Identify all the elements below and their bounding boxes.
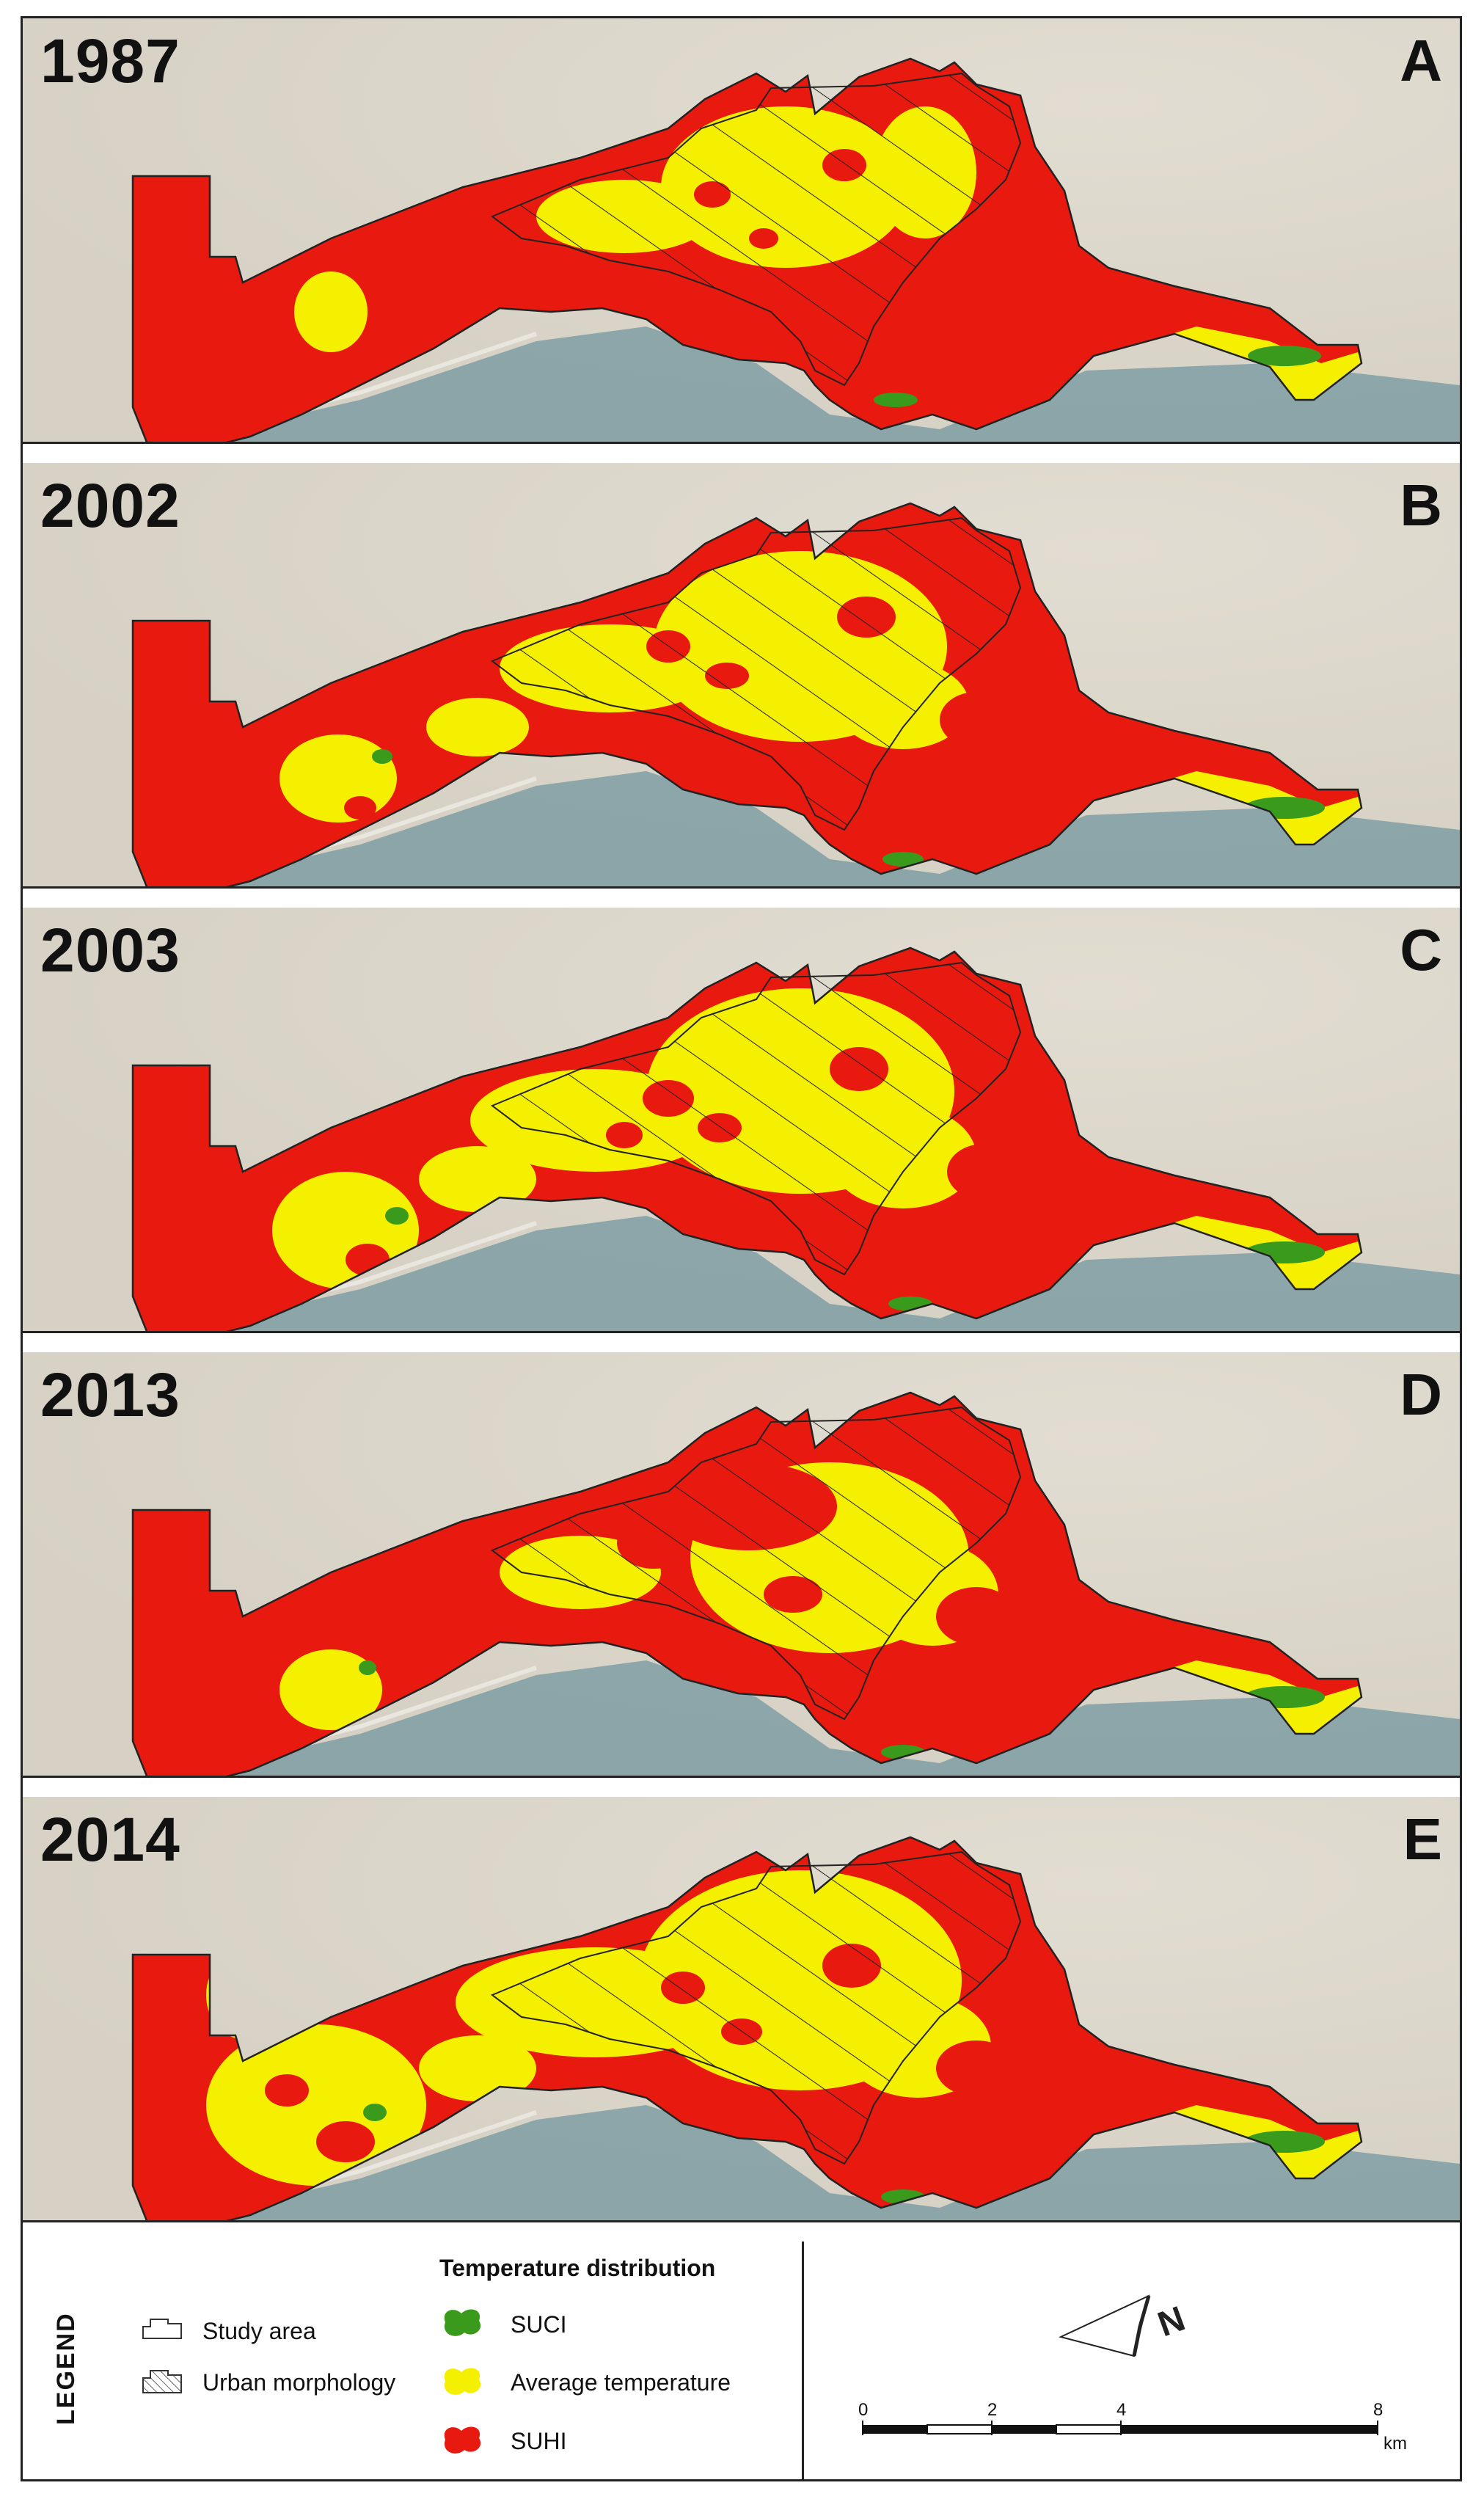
coastal-strip bbox=[1123, 327, 1361, 400]
map-svg bbox=[23, 1797, 1460, 2220]
suci-patch bbox=[385, 1207, 409, 1225]
scale-tick-4: 4 bbox=[1116, 2400, 1127, 2420]
legend-panel: LEGEND Study area Urban morphology Tempe… bbox=[23, 2242, 804, 2479]
panel-letter: C bbox=[1400, 917, 1442, 982]
urban-morphology-area bbox=[491, 72, 1022, 387]
study-area-outline bbox=[131, 502, 1363, 886]
suci-patch bbox=[372, 749, 392, 764]
suhi-patch bbox=[947, 1144, 1020, 1200]
urban-morphology-area bbox=[491, 1850, 1022, 2165]
legend-urban-morphology-label: Urban morphology bbox=[202, 2369, 396, 2396]
panel-year: 2002 bbox=[40, 471, 180, 540]
urban-morphology-area bbox=[491, 961, 1022, 1276]
scale-bar bbox=[862, 2421, 1378, 2435]
sea bbox=[179, 327, 1460, 442]
suhi-patch bbox=[936, 1587, 1017, 1646]
panel-year: 2013 bbox=[40, 1360, 180, 1429]
suhi-patch bbox=[344, 796, 376, 820]
average-temperature-zone bbox=[279, 1649, 382, 1730]
map-svg bbox=[23, 463, 1460, 886]
study-area-outline bbox=[131, 947, 1363, 1331]
map-panel-d: 2013 D bbox=[23, 1352, 1460, 1778]
map-panel-c: 2003 C bbox=[23, 908, 1460, 1333]
map-svg bbox=[23, 1352, 1460, 1776]
sea bbox=[179, 1216, 1460, 1331]
legend-suhi-label: SUHI bbox=[511, 2428, 567, 2454]
map-svg bbox=[23, 18, 1460, 442]
legend-study-area-label: Study area bbox=[202, 2318, 316, 2344]
map-svg bbox=[23, 908, 1460, 1331]
coastal-strip bbox=[1123, 1660, 1361, 1734]
suci-patch bbox=[874, 393, 918, 407]
map-panel-b: 2002 B bbox=[23, 463, 1460, 889]
scale-tick-8: 8 bbox=[1373, 2400, 1384, 2420]
average-temperature-symbol bbox=[444, 2368, 481, 2395]
panel-year: 1987 bbox=[40, 26, 180, 95]
north-label: N bbox=[1153, 2299, 1191, 2345]
suci-patch bbox=[1248, 346, 1321, 366]
panel-letter: D bbox=[1400, 1362, 1442, 1427]
urban-morphology-symbol bbox=[142, 2370, 182, 2393]
scale-unit: km bbox=[1384, 2434, 1407, 2454]
coastal-strip bbox=[1123, 2105, 1361, 2178]
panel-year: 2003 bbox=[40, 916, 180, 985]
suhi-patch bbox=[936, 2040, 1017, 2096]
suhi-symbol bbox=[444, 2426, 481, 2454]
suhi-patch bbox=[316, 2121, 375, 2162]
panel-year: 2014 bbox=[40, 1805, 180, 1874]
suci-symbol bbox=[444, 2309, 481, 2336]
study-area-outline bbox=[131, 1391, 1363, 1776]
average-temperature-zone bbox=[419, 2035, 536, 2101]
coastal-strip bbox=[1123, 771, 1361, 845]
panel-letter: E bbox=[1403, 1806, 1442, 1872]
map-panel-a: 1987 A bbox=[23, 18, 1460, 444]
suhi-patch bbox=[265, 2074, 309, 2107]
urban-morphology-area bbox=[491, 517, 1022, 831]
study-area-symbol bbox=[142, 2319, 182, 2339]
scale-tick-2: 2 bbox=[987, 2400, 998, 2420]
coastal-strip bbox=[1123, 1216, 1361, 1289]
legend-title: LEGEND bbox=[52, 2312, 80, 2425]
legend-suci-label: SUCI bbox=[511, 2311, 567, 2338]
suci-patch bbox=[363, 2104, 387, 2121]
average-temperature-zone bbox=[419, 1146, 536, 1212]
scale-and-north-panel: N 0 2 4 8 km bbox=[804, 2242, 1460, 2479]
study-area-outline bbox=[131, 57, 1363, 442]
sea bbox=[179, 1660, 1460, 1776]
map-panel-e: 2014 E bbox=[23, 1797, 1460, 2222]
suci-patch bbox=[882, 852, 924, 867]
scale-tick-0: 0 bbox=[858, 2400, 869, 2420]
sea bbox=[179, 771, 1460, 886]
average-temperature-zone bbox=[294, 271, 368, 352]
sea bbox=[179, 2105, 1460, 2220]
study-area-outline bbox=[131, 1836, 1363, 2220]
panel-letter: A bbox=[1400, 28, 1442, 93]
north-arrow-icon: N bbox=[1059, 2294, 1191, 2357]
suhi-patch bbox=[943, 231, 1009, 275]
average-temperature-zone bbox=[426, 698, 529, 756]
urban-morphology-area bbox=[491, 1406, 1022, 1721]
panel-letter: B bbox=[1400, 473, 1442, 538]
suci-patch bbox=[359, 1660, 376, 1675]
legend-average-temperature-label: Average temperature bbox=[511, 2369, 731, 2396]
temperature-distribution-heading: Temperature distribution bbox=[439, 2255, 716, 2281]
suhi-patch bbox=[940, 692, 1013, 748]
average-temperature-zone bbox=[279, 734, 397, 823]
